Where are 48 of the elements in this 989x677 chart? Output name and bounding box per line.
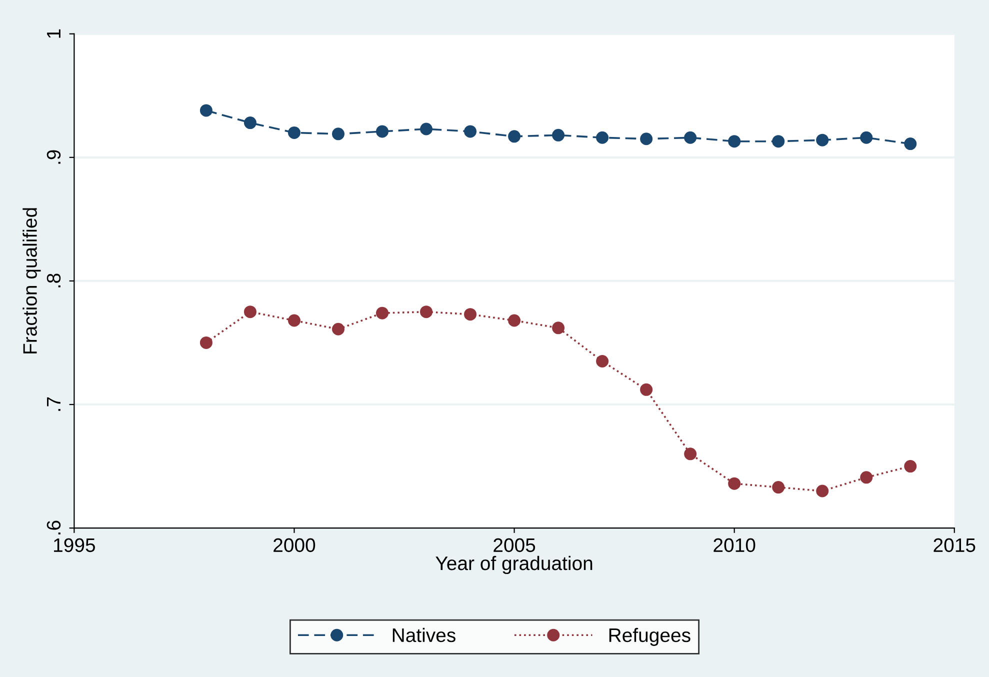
- point: [420, 122, 433, 136]
- point: [816, 484, 829, 498]
- point: [244, 116, 256, 130]
- point: [684, 448, 697, 460]
- point: [244, 306, 256, 318]
- point: [464, 125, 477, 138]
- point: [640, 132, 653, 146]
- y-axis-title: Fraction qualified: [22, 208, 41, 354]
- x-tick-label: 2005: [494, 538, 536, 552]
- point: [860, 471, 873, 484]
- point: [684, 131, 697, 144]
- x-tick-label: 2015: [934, 538, 976, 552]
- point: [640, 383, 653, 396]
- point: [376, 125, 388, 138]
- point: [332, 322, 344, 336]
- y-tick-label: .6: [46, 520, 61, 534]
- point: [860, 131, 873, 144]
- point: [816, 134, 829, 146]
- point: [288, 126, 300, 139]
- legend-label: Natives: [392, 628, 456, 642]
- point: [904, 138, 917, 150]
- point: [288, 314, 300, 327]
- point: [596, 131, 609, 144]
- y-tick-label: .7: [47, 397, 60, 411]
- point: [508, 130, 521, 143]
- point: [772, 481, 785, 494]
- x-axis-title: Year of graduation: [436, 556, 592, 574]
- x-tick-label: 2010: [714, 538, 756, 552]
- point: [464, 308, 477, 321]
- point: [376, 306, 388, 320]
- y-tick-label: .8: [46, 274, 61, 288]
- point: [420, 306, 433, 318]
- point: [200, 336, 212, 349]
- point: [904, 460, 917, 473]
- y-tick-label: 1: [47, 29, 60, 38]
- x-tick-label: 1995: [54, 538, 95, 552]
- point: [772, 135, 785, 148]
- point: [552, 322, 565, 334]
- legend-label: Refugees: [609, 628, 690, 646]
- point: [508, 314, 521, 327]
- point: [552, 128, 565, 142]
- point: [200, 104, 212, 117]
- point: [728, 477, 741, 490]
- y-tick-label: .9: [46, 150, 61, 164]
- point: [596, 355, 609, 368]
- point: [332, 128, 344, 140]
- x-tick-label: 2000: [274, 538, 316, 552]
- point: [728, 135, 741, 148]
